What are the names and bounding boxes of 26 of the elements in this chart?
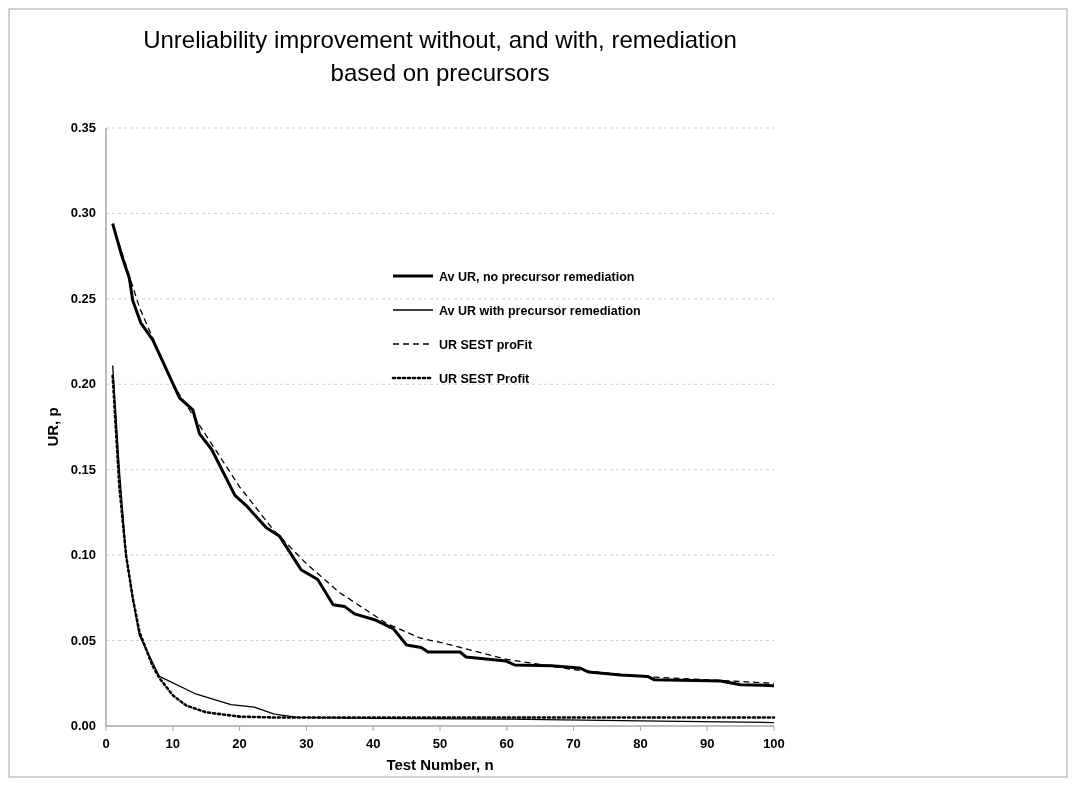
x-tick-label: 80: [633, 736, 648, 751]
x-tick-label: 90: [699, 736, 715, 751]
x-axis-title: Test Number, n: [386, 756, 494, 773]
x-tick-label: 60: [499, 736, 515, 751]
chart-title: Unreliability improvement without, and with, remediation based on precursors: [143, 26, 737, 86]
x-tick-label: 30: [299, 736, 314, 751]
y-tick-label: 0.05: [70, 632, 96, 648]
x-tick-label: 40: [365, 736, 381, 751]
x-tick-label: 50: [432, 736, 448, 751]
y-tick-label: 0.10: [70, 547, 96, 563]
legend-label: Av UR, no precursor remediation: [439, 269, 635, 284]
y-tick-label: 0.35: [70, 120, 96, 135]
x-tick-label: 100: [763, 736, 785, 751]
x-tick-label: 20: [232, 736, 247, 751]
legend-label: Av UR with precursor remediation: [439, 303, 641, 318]
x-tick-label: 10: [165, 736, 181, 751]
y-tick-label: 0.00: [70, 718, 96, 733]
legend-label: UR SEST Profit: [439, 371, 531, 386]
y-tick-label: 0.20: [70, 376, 96, 392]
y-tick-label: 0.30: [70, 205, 96, 221]
y-tick-label: 0.25: [70, 290, 96, 306]
legend-label: UR SEST proFit: [439, 337, 533, 352]
x-tick-label: 0: [102, 736, 110, 751]
y-axis-title: UR, p: [44, 407, 61, 447]
x-tick-label: 70: [566, 736, 581, 751]
y-tick-label: 0.15: [70, 461, 96, 477]
